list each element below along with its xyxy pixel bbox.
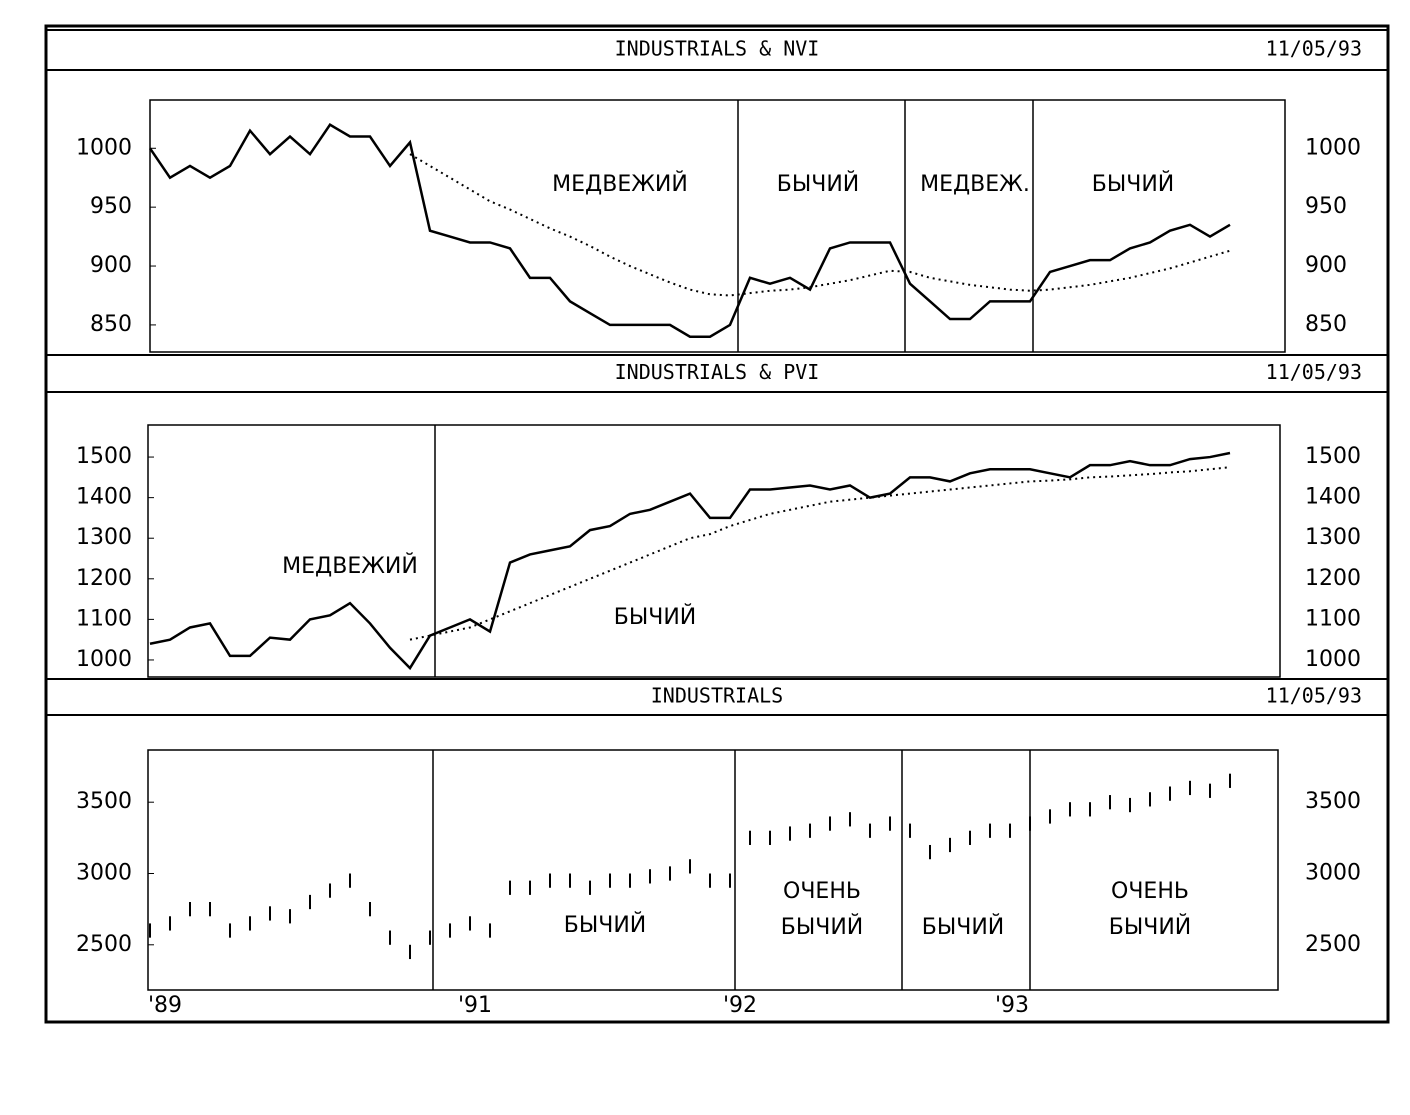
frame <box>44 24 1390 1024</box>
y-tick-label: 3000 <box>76 860 132 885</box>
y-tick-label: 950 <box>90 194 132 219</box>
y-tick-label-right: 3500 <box>1305 789 1361 814</box>
y-tick-label-right: 850 <box>1305 312 1347 337</box>
x-tick-label: '89 <box>148 993 182 1018</box>
x-tick-label: '91 <box>458 993 492 1018</box>
y-tick-label-right: 950 <box>1305 194 1347 219</box>
annotation: МЕДВЕЖИЙ <box>552 171 688 197</box>
panel-title: INDUSTRIALS & PVI <box>615 360 820 384</box>
annotation: МЕДВЕЖИЙ <box>282 553 418 579</box>
panel-date: 11/05/93 <box>1266 37 1362 61</box>
plot-area <box>147 424 1281 678</box>
y-tick-label-right: 1000 <box>1305 647 1361 672</box>
y-tick-label-right: 1100 <box>1305 606 1361 631</box>
y-tick-label-right: 1200 <box>1305 566 1361 591</box>
average-line <box>409 466 1231 641</box>
plot-area <box>147 749 1279 991</box>
y-tick-label: 900 <box>90 253 132 278</box>
y-tick-label-right: 3000 <box>1305 860 1361 885</box>
annotation: БЫЧИЙ <box>1092 171 1175 197</box>
y-tick-label: 1300 <box>76 525 132 550</box>
y-tick-label-right: 1500 <box>1305 444 1361 469</box>
y-tick-label-right: 900 <box>1305 253 1347 278</box>
y-tick-label-right: 1400 <box>1305 485 1361 510</box>
annotation: БЫЧИЙ <box>1109 914 1192 940</box>
annotation: БЫЧИЙ <box>564 912 647 938</box>
y-tick-label: 850 <box>90 312 132 337</box>
panel-title: INDUSTRIALS <box>651 684 783 708</box>
annotation: БЫЧИЙ <box>922 914 1005 940</box>
y-tick-label-right: 1300 <box>1305 525 1361 550</box>
y-tick-label-right: 1000 <box>1305 135 1361 160</box>
y-tick-label: 1000 <box>76 135 132 160</box>
index-line <box>149 451 1231 671</box>
panel-date: 11/05/93 <box>1266 360 1362 384</box>
annotation: ОЧЕНЬ <box>1111 879 1189 904</box>
x-tick-label: '92 <box>723 993 757 1018</box>
y-tick-label: 3500 <box>76 789 132 814</box>
y-tick-label: 1200 <box>76 566 132 591</box>
y-tick-label: 1100 <box>76 606 132 631</box>
panel-date: 11/05/93 <box>1266 684 1362 708</box>
annotation: БЫЧИЙ <box>777 171 860 197</box>
x-tick-label: '93 <box>995 993 1029 1018</box>
annotation: ОЧЕНЬ <box>783 879 861 904</box>
y-tick-label: 1500 <box>76 444 132 469</box>
y-tick-label: 2500 <box>76 932 132 957</box>
y-tick-label: 1000 <box>76 647 132 672</box>
annotation: БЫЧИЙ <box>614 604 697 630</box>
panel-title: INDUSTRIALS & NVI <box>615 37 820 61</box>
annotation: БЫЧИЙ <box>781 914 864 940</box>
annotation: МЕДВЕЖ. <box>920 172 1030 197</box>
y-tick-label-right: 2500 <box>1305 932 1361 957</box>
plot-area <box>149 99 1286 353</box>
index-line <box>148 123 1231 338</box>
y-tick-label: 1400 <box>76 485 132 510</box>
